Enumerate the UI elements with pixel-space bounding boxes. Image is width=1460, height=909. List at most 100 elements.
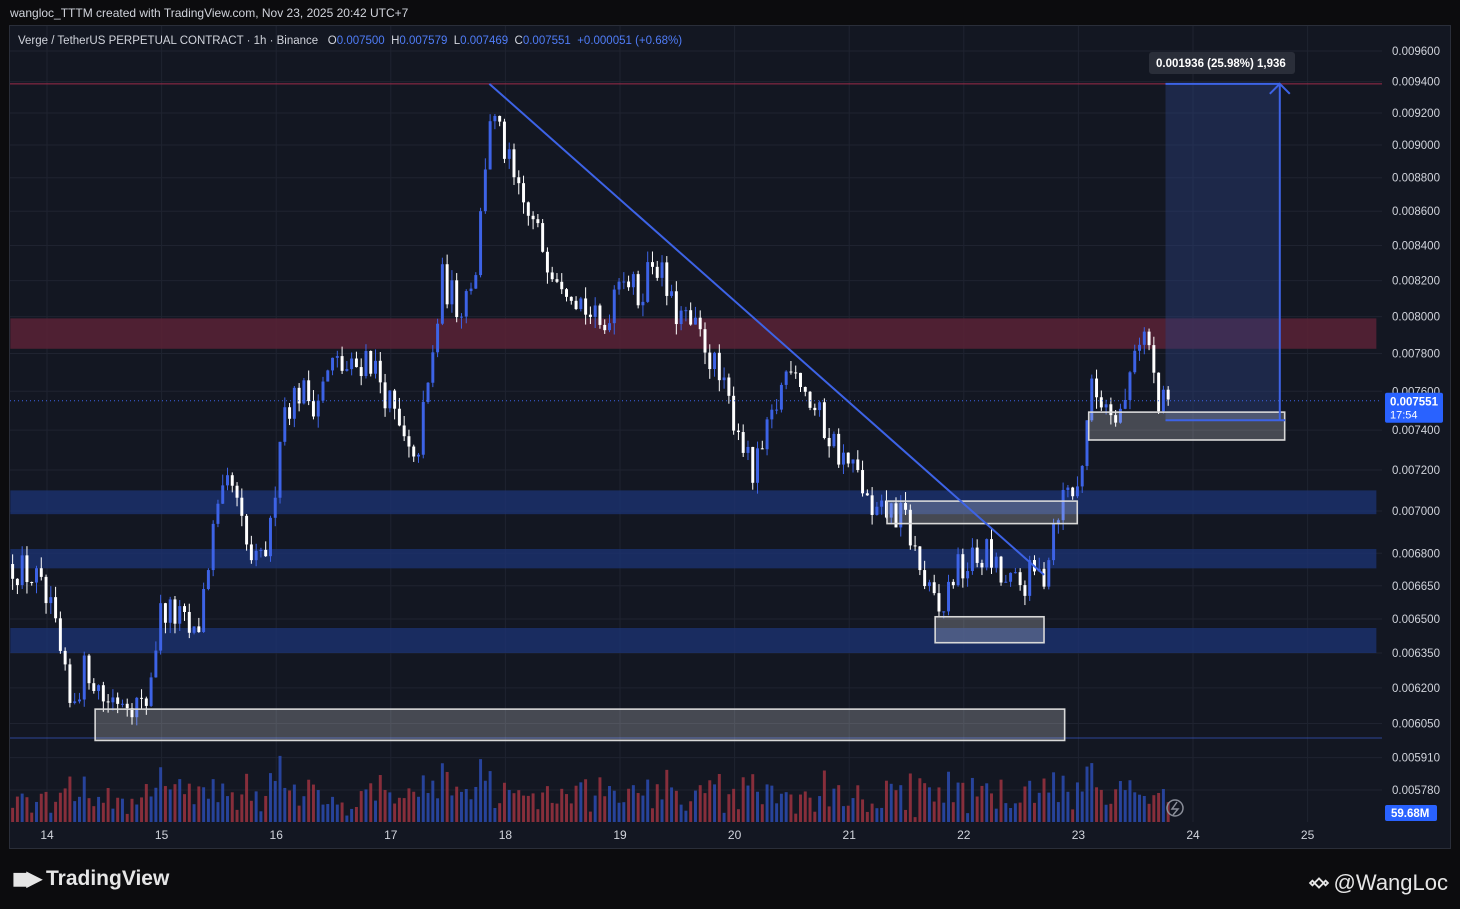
candle-body: [1066, 487, 1070, 490]
volume-bar: [431, 780, 435, 822]
candle-body: [469, 288, 473, 292]
candle-body: [483, 169, 487, 212]
candle-body: [35, 568, 38, 583]
candle-body: [851, 459, 855, 464]
candle-body: [751, 446, 755, 483]
candle-body: [870, 495, 874, 515]
volume-bar: [63, 788, 67, 822]
volume-bar: [393, 803, 397, 822]
candle-body: [1118, 408, 1122, 423]
volume-bar: [541, 792, 545, 822]
volume-bar: [865, 811, 869, 822]
candle-body: [736, 430, 740, 433]
volume-bar: [197, 786, 201, 822]
candle-body: [970, 547, 974, 572]
candle-body: [875, 506, 879, 515]
candle-body: [717, 352, 721, 381]
symbol-title[interactable]: Verge / TetherUS PERPETUAL CONTRACT · 1h…: [18, 35, 319, 47]
candle-body: [82, 655, 86, 700]
candle-body: [994, 556, 998, 568]
candle-body: [655, 266, 659, 278]
candle-body: [818, 402, 822, 411]
candle-body: [1018, 572, 1022, 586]
candle-body: [517, 177, 521, 184]
candle-body: [498, 115, 502, 122]
volume-bar: [803, 791, 807, 822]
candle-body: [841, 452, 845, 465]
candle-body: [880, 500, 884, 507]
candle-body: [393, 390, 397, 409]
volume-bar: [636, 793, 640, 822]
candle-body: [178, 606, 182, 624]
volume-bar: [1152, 795, 1156, 822]
candle-body: [388, 390, 392, 409]
candle-body: [908, 509, 912, 546]
chart-panel[interactable]: [9, 25, 1451, 849]
price-tick-label: 0.006800: [1392, 548, 1440, 560]
candle-body: [345, 369, 349, 371]
volume-bar: [1009, 807, 1013, 822]
candle-body: [1047, 560, 1051, 587]
volume-bar: [846, 805, 850, 822]
volume-bar: [947, 771, 951, 822]
candle-body: [660, 262, 664, 278]
volume-bar: [378, 775, 382, 822]
volume-bar: [980, 785, 984, 822]
volume-bar: [417, 796, 420, 822]
volume-bar: [913, 817, 917, 822]
volume-bar: [140, 797, 144, 822]
candle-body: [15, 578, 19, 586]
time-tick-label: 18: [499, 828, 513, 842]
volume-bar: [765, 784, 769, 822]
volume-bar: [708, 780, 712, 822]
candle-body: [913, 545, 917, 547]
candle-body: [30, 582, 34, 584]
candle-body: [760, 448, 764, 450]
volume-bar: [120, 798, 124, 822]
candle-body: [693, 317, 697, 325]
candle-body: [54, 597, 58, 619]
volume-bar: [1052, 772, 1056, 822]
candle-body: [440, 264, 444, 324]
volume-bar: [426, 793, 430, 822]
candle-body: [340, 356, 344, 371]
last-price-tag: [1385, 392, 1443, 423]
symbol-legend: Verge / TetherUS PERPETUAL CONTRACT · 1h…: [18, 35, 682, 47]
candle-body: [918, 546, 922, 571]
volume-bar: [674, 790, 678, 822]
volume-bar: [273, 780, 277, 822]
candle-body: [455, 280, 459, 318]
volume-bar: [302, 796, 306, 822]
volume-bar: [350, 808, 354, 822]
volume-bar: [717, 774, 721, 822]
volume-bar: [498, 803, 502, 822]
volume-bar: [1161, 789, 1165, 822]
candle-body: [612, 289, 616, 324]
volume-bar: [884, 780, 888, 822]
candle-body: [631, 274, 635, 288]
measure-arrow-head: [1269, 82, 1291, 95]
candle-body: [1095, 378, 1099, 398]
candle-body: [335, 356, 339, 358]
candle-body: [397, 408, 401, 426]
candle-body: [254, 550, 258, 561]
candle-body: [775, 409, 779, 411]
candle-body: [374, 360, 378, 374]
volume-bar: [574, 785, 578, 822]
volume-bar: [608, 786, 611, 822]
candle-body: [359, 367, 363, 377]
candle-body: [350, 358, 354, 370]
candle-body: [689, 310, 693, 325]
volume-bar: [436, 798, 440, 822]
time-tick-label: 21: [843, 828, 857, 842]
tradingview-logo[interactable]: ◼▶ TradingView: [12, 866, 169, 891]
volume-bar: [35, 801, 38, 822]
candle-body: [617, 281, 621, 290]
candle-body: [249, 544, 253, 561]
candle-body: [87, 655, 91, 684]
candle-body: [464, 291, 468, 317]
candle-body: [288, 407, 292, 419]
volume-bar: [813, 811, 817, 822]
plot-area: [10, 26, 1382, 822]
